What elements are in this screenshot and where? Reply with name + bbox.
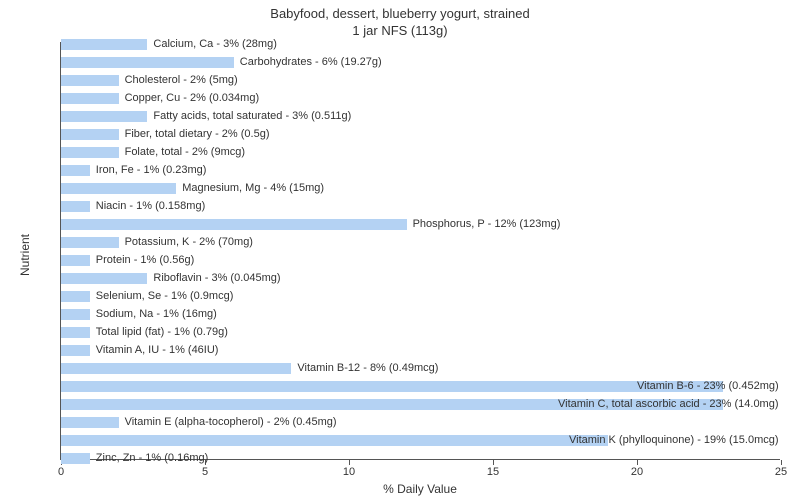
bar [61, 273, 147, 284]
bar [61, 93, 119, 104]
bar-label: Riboflavin - 3% (0.045mg) [153, 272, 280, 284]
bar [61, 129, 119, 140]
x-tick-label: 5 [202, 466, 208, 478]
bar-row: Zinc, Zn - 1% (0.16mg) [61, 449, 781, 467]
bar-row: Fiber, total dietary - 2% (0.5g) [61, 125, 781, 143]
bar [61, 39, 147, 50]
bar-row: Selenium, Se - 1% (0.9mcg) [61, 287, 781, 305]
bar-row: Vitamin B-12 - 8% (0.49mcg) [61, 359, 781, 377]
bar-label: Carbohydrates - 6% (19.27g) [240, 56, 382, 68]
chart-title-line1: Babyfood, dessert, blueberry yogurt, str… [0, 6, 800, 23]
bar-row: Potassium, K - 2% (70mg) [61, 233, 781, 251]
bar [61, 111, 147, 122]
bar-row: Fatty acids, total saturated - 3% (0.511… [61, 107, 781, 125]
bar-label: Vitamin E (alpha-tocopherol) - 2% (0.45m… [125, 416, 337, 428]
bar [61, 453, 90, 464]
bar-row: Niacin - 1% (0.158mg) [61, 197, 781, 215]
bar-row: Carbohydrates - 6% (19.27g) [61, 53, 781, 71]
bar-label: Protein - 1% (0.56g) [96, 254, 194, 266]
bar [61, 291, 90, 302]
x-tick-label: 15 [487, 466, 499, 478]
bar-row: Phosphorus, P - 12% (123mg) [61, 215, 781, 233]
bar-row: Calcium, Ca - 3% (28mg) [61, 35, 781, 53]
bar-row: Vitamin B-6 - 23% (0.452mg) [61, 377, 781, 395]
x-tick-label: 10 [343, 466, 355, 478]
bar-label: Vitamin B-12 - 8% (0.49mcg) [297, 362, 438, 374]
bar [61, 309, 90, 320]
bar [61, 183, 176, 194]
bar-row: Vitamin E (alpha-tocopherol) - 2% (0.45m… [61, 413, 781, 431]
bar [61, 417, 119, 428]
x-tick-label: 0 [58, 466, 64, 478]
bar [61, 75, 119, 86]
bar-label: Selenium, Se - 1% (0.9mcg) [96, 290, 234, 302]
bar [61, 255, 90, 266]
bar [61, 237, 119, 248]
x-axis-label: % Daily Value [60, 482, 780, 496]
bar-row: Total lipid (fat) - 1% (0.79g) [61, 323, 781, 341]
bar-label: Vitamin K (phylloquinone) - 19% (15.0mcg… [569, 434, 779, 446]
bar [61, 201, 90, 212]
bar-label: Calcium, Ca - 3% (28mg) [153, 38, 276, 50]
bar-label: Vitamin B-6 - 23% (0.452mg) [637, 380, 779, 392]
bar-row: Vitamin K (phylloquinone) - 19% (15.0mcg… [61, 431, 781, 449]
bar [61, 147, 119, 158]
bar-label: Niacin - 1% (0.158mg) [96, 200, 205, 212]
bar-row: Folate, total - 2% (9mcg) [61, 143, 781, 161]
bar-label: Folate, total - 2% (9mcg) [125, 146, 245, 158]
bar-label: Fiber, total dietary - 2% (0.5g) [125, 128, 270, 140]
bar-row: Vitamin C, total ascorbic acid - 23% (14… [61, 395, 781, 413]
bar-label: Copper, Cu - 2% (0.034mg) [125, 92, 260, 104]
bar [61, 363, 291, 374]
nutrient-chart: Babyfood, dessert, blueberry yogurt, str… [0, 0, 800, 500]
bar-label: Zinc, Zn - 1% (0.16mg) [96, 452, 208, 464]
bar [61, 57, 234, 68]
y-axis-label: Nutrient [18, 234, 32, 276]
bar-row: Copper, Cu - 2% (0.034mg) [61, 89, 781, 107]
bar-label: Fatty acids, total saturated - 3% (0.511… [153, 110, 351, 122]
bar-label: Vitamin A, IU - 1% (46IU) [96, 344, 219, 356]
bar-row: Protein - 1% (0.56g) [61, 251, 781, 269]
x-tick-label: 20 [631, 466, 643, 478]
bar-label: Vitamin C, total ascorbic acid - 23% (14… [558, 398, 779, 410]
bar-row: Cholesterol - 2% (5mg) [61, 71, 781, 89]
bar [61, 435, 608, 446]
bar-row: Sodium, Na - 1% (16mg) [61, 305, 781, 323]
bar-row: Magnesium, Mg - 4% (15mg) [61, 179, 781, 197]
bar [61, 219, 407, 230]
bar [61, 165, 90, 176]
bar-label: Sodium, Na - 1% (16mg) [96, 308, 217, 320]
bar [61, 345, 90, 356]
bar-label: Phosphorus, P - 12% (123mg) [413, 218, 561, 230]
bar [61, 381, 723, 392]
bar-row: Iron, Fe - 1% (0.23mg) [61, 161, 781, 179]
bar [61, 327, 90, 338]
bar-label: Cholesterol - 2% (5mg) [125, 74, 238, 86]
plot-area: 0510152025Calcium, Ca - 3% (28mg)Carbohy… [60, 42, 780, 460]
bar-label: Total lipid (fat) - 1% (0.79g) [96, 326, 228, 338]
bar-row: Riboflavin - 3% (0.045mg) [61, 269, 781, 287]
bar-row: Vitamin A, IU - 1% (46IU) [61, 341, 781, 359]
bar-label: Magnesium, Mg - 4% (15mg) [182, 182, 324, 194]
x-tick [781, 460, 782, 465]
x-tick-label: 25 [775, 466, 787, 478]
bar-label: Potassium, K - 2% (70mg) [125, 236, 253, 248]
bar-label: Iron, Fe - 1% (0.23mg) [96, 164, 207, 176]
